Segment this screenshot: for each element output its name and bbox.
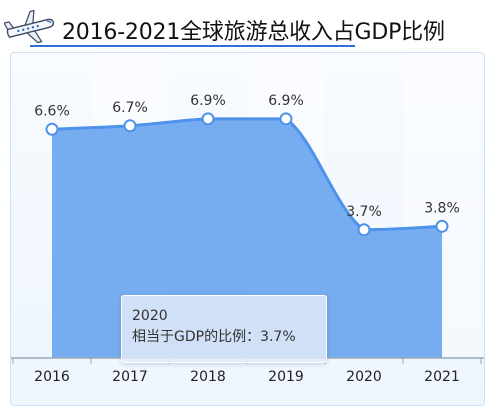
x-tick-label: 2018 xyxy=(190,369,226,385)
data-point xyxy=(45,122,59,136)
data-point xyxy=(357,223,371,237)
data-point xyxy=(123,119,137,133)
chart-title: 2016-2021全球旅游总收入占GDP比例 xyxy=(62,20,445,45)
x-tick-label: 2019 xyxy=(268,369,304,385)
data-point xyxy=(279,112,293,126)
x-tick-label: 2017 xyxy=(112,369,148,385)
x-tick-label: 2016 xyxy=(34,369,70,385)
data-label: 6.7% xyxy=(112,100,148,116)
data-label: 3.7% xyxy=(346,204,382,220)
tooltip-body: 相当于GDP的比例：3.7% xyxy=(132,326,316,348)
chart-panel: 6.6% 2016 6.7% 2017 6.9% 2018 6.9% 2019 3.7% 2020… xyxy=(10,52,485,406)
chart-header: 2016-2021全球旅游总收入占GDP比例 xyxy=(0,0,489,52)
data-label: 3.8% xyxy=(424,200,460,216)
x-tick-label: 2020 xyxy=(346,369,382,385)
airplane-icon xyxy=(4,9,55,44)
tooltip-value: 3.7% xyxy=(260,329,296,345)
data-label: 6.9% xyxy=(190,93,226,109)
chart-tooltip: 2020 相当于GDP的比例：3.7% xyxy=(121,295,327,363)
data-label: 6.6% xyxy=(34,103,70,119)
data-label: 6.9% xyxy=(268,93,304,109)
data-point xyxy=(201,112,215,126)
title-underline xyxy=(30,45,355,47)
tooltip-separator: ： xyxy=(246,329,261,345)
tooltip-label: 相当于GDP的比例 xyxy=(132,329,247,345)
data-point xyxy=(435,219,449,233)
x-tick-label: 2021 xyxy=(424,369,460,385)
tooltip-year: 2020 xyxy=(132,308,168,324)
